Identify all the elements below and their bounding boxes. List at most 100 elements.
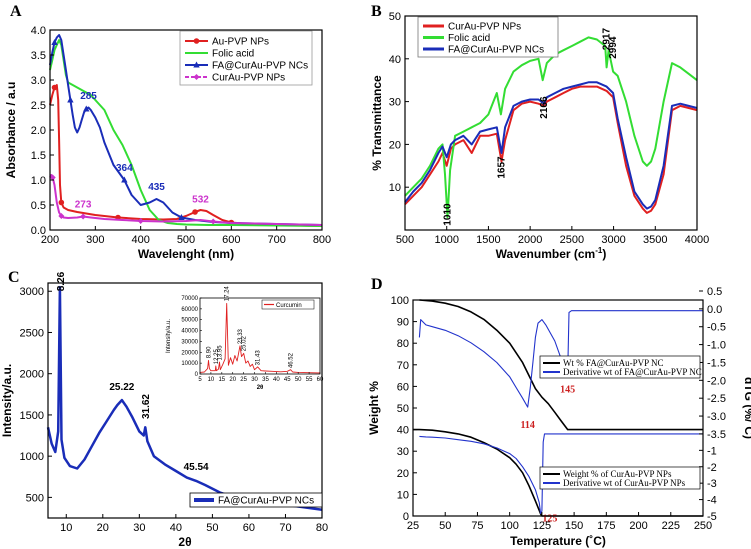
series-marker-a-2: [67, 96, 74, 103]
legend-label-b: CurAu-PVP NPs: [448, 22, 521, 33]
x-axis-b-label: 3500: [643, 234, 667, 246]
x-axis-c-label: 60: [243, 522, 255, 534]
y-axis-right-d-label: -2.5: [707, 393, 726, 405]
annotation-b: 2166: [539, 96, 550, 119]
y-axis-a-label: 0.5: [31, 200, 46, 212]
x-axis-b-label: 3000: [601, 234, 625, 246]
x-axis-d-label: 175: [597, 520, 615, 532]
series-marker-a-2: [83, 105, 90, 112]
legend-d-1-label: Wt % FA@CurAu-PVP NC: [563, 358, 664, 368]
series-line-b-2: [404, 81, 698, 210]
y-axis-c-label: 1000: [20, 451, 44, 463]
y-axis-d-label: 100: [391, 295, 409, 307]
annotation-a: 364: [116, 163, 133, 174]
x-axis-title-c: 2θ: [178, 535, 191, 549]
x-axis-title-a: Wavelenght (nm): [138, 247, 234, 261]
y-axis-right-d-label: -0.5: [707, 322, 726, 334]
x-axis-a-label: 500: [177, 234, 195, 246]
x-axis-c-label: 70: [279, 522, 291, 534]
series-marker-a-2: [178, 214, 185, 220]
y-axis-a-label: 2.5: [31, 100, 46, 112]
inset-x-axis-title: 2θ: [257, 385, 264, 391]
legend-d-1-label: Derivative wt of FA@CurAu-PVP NC: [563, 367, 702, 377]
series-line-b-1: [404, 36, 698, 219]
inset-legend-label: Curcumin: [276, 303, 302, 309]
inset-x-tick-label: 45: [284, 377, 291, 383]
inset-x-tick-label: 50: [295, 377, 302, 383]
annotation-c: 8.26: [56, 271, 67, 291]
legend-label-c: FA@CurAu-PVP NCs: [218, 496, 314, 507]
series-marker-a-0: [192, 209, 198, 215]
y-axis-d-label: 70: [397, 360, 409, 372]
y-axis-right-d-label: -3.5: [707, 429, 726, 441]
inset-x-tick-label: 40: [273, 377, 280, 383]
legend-label-a: FA@CurAu-PVP NCs: [212, 61, 308, 72]
y-axis-c-label: 2000: [20, 369, 44, 381]
inset-y-tick-label: 10000: [181, 361, 198, 367]
y-axis-title-b: % Transmittance: [370, 75, 384, 171]
y-axis-right-d-label: -3: [707, 478, 717, 490]
x-axis-a-label: 800: [313, 234, 331, 246]
x-axis-a-label: 200: [41, 234, 59, 246]
y-axis-d-label: 60: [397, 381, 409, 393]
x-axis-a-label: 400: [131, 234, 149, 246]
series-line-d-0: [419, 299, 703, 431]
annotation-d: 114: [520, 420, 534, 431]
x-axis-b-label: 1500: [476, 234, 500, 246]
y-axis-d-label: 80: [397, 338, 409, 350]
inset-annotation: 17.24: [225, 286, 231, 302]
inset-y-tick-label: 30000: [181, 339, 198, 345]
legend-marker-a: [193, 61, 200, 68]
y-axis-c-label: 3000: [20, 286, 44, 298]
series-marker-a-3: [137, 218, 144, 224]
annotation-b: 2994: [608, 36, 619, 59]
y-axis-a-label: 4.0: [31, 25, 46, 37]
series-marker-a-3: [80, 213, 87, 220]
inset-y-tick-label: 40000: [181, 329, 198, 335]
x-axis-d-label: 150: [565, 520, 583, 532]
y-axis-right-d-label: -3.0: [707, 411, 726, 423]
inset-x-tick-label: 30: [251, 377, 258, 383]
x-axis-title-d: Temperature (˚C): [510, 534, 606, 548]
annotation-d: 145: [560, 384, 575, 395]
series-marker-a-0: [51, 84, 58, 91]
panel-label-c: C: [8, 269, 20, 286]
annotation-a: 532: [192, 195, 209, 206]
y-axis-right-d-label: -2: [707, 462, 717, 474]
y-axis-a-label: 3.5: [31, 50, 46, 62]
panel-label-b: B: [371, 3, 382, 20]
inset-x-tick-label: 25: [240, 377, 247, 383]
x-axis-d-label: 100: [500, 520, 518, 532]
legend-d-2-label: Derivative wt of CurAu-PVP NPs: [563, 478, 686, 488]
legend-d-1-box: [539, 355, 701, 379]
x-axis-b-label: 1000: [434, 234, 458, 246]
y-axis-b-label: 30: [389, 97, 401, 109]
inset-annotation: 46.52: [289, 352, 295, 368]
y-axis-d-label: 30: [397, 446, 409, 458]
inset-frame: [199, 297, 321, 375]
inset-y-tick-label: 60000: [181, 307, 198, 313]
panel-label-a: A: [10, 3, 22, 20]
y-axis-right-d-label: -2.0: [707, 375, 726, 387]
series-marker-a-3: [49, 174, 56, 181]
x-axis-a-label: 300: [86, 234, 104, 246]
y-axis-b-label: 50: [389, 11, 401, 23]
inset-annotation: 31.43: [256, 350, 262, 366]
x-axis-c-label: 10: [60, 522, 72, 534]
annotation-c: 31.62: [141, 394, 152, 419]
x-axis-d-label: 250: [694, 520, 712, 532]
legend-label-a: Folic acid: [212, 49, 254, 60]
x-axis-c-label: 50: [206, 522, 218, 534]
x-axis-c-label: 30: [133, 522, 145, 534]
inset-x-tick-label: 15: [218, 377, 225, 383]
y-axis-c-label: 500: [26, 492, 44, 504]
y-axis-right-d-label: -4: [707, 495, 717, 507]
inset-legend-box: [261, 299, 315, 310]
x-axis-b-label: 500: [396, 234, 414, 246]
x-axis-d-label: 75: [471, 520, 483, 532]
legend-label-a: CurAu-PVP NPs: [212, 73, 285, 84]
annotation-d: 125: [542, 513, 557, 524]
x-axis-a-label: 700: [267, 234, 285, 246]
x-axis-d-label: 200: [629, 520, 647, 532]
